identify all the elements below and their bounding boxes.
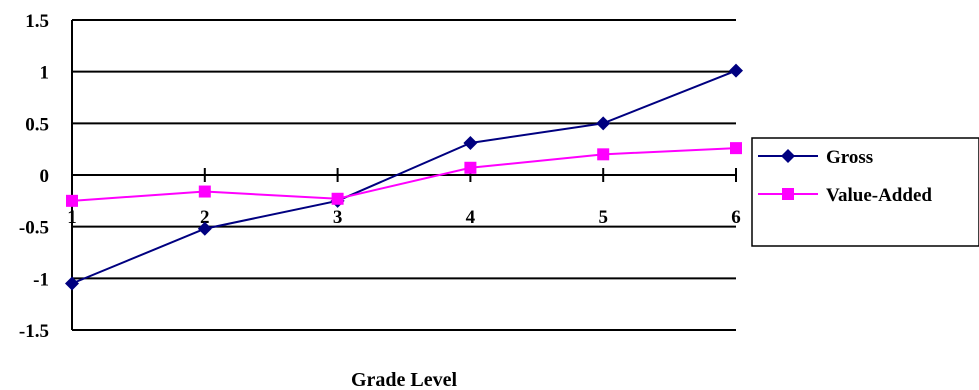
- x-tick-label: 5: [598, 207, 608, 228]
- data-point-diamond: [65, 276, 79, 291]
- legend-square-icon: [782, 188, 794, 200]
- x-tick-label: 4: [466, 207, 476, 228]
- series-lines: [65, 63, 743, 291]
- y-tick-label: 0.5: [25, 114, 49, 135]
- data-point-diamond: [596, 116, 611, 131]
- data-point-square: [464, 161, 477, 174]
- y-tick-label: -1: [33, 269, 49, 290]
- legend-label: Gross: [826, 147, 873, 168]
- data-point-square: [331, 192, 344, 205]
- legend-item: Gross: [758, 147, 873, 168]
- x-tick-label: 1: [67, 207, 77, 228]
- x-axis: [71, 168, 737, 182]
- data-point-diamond: [197, 221, 212, 236]
- y-tick-label: -1.5: [19, 321, 49, 342]
- legend-item: Value-Added: [758, 185, 932, 206]
- x-tick-label: 2: [200, 207, 210, 228]
- x-tick-labels: 1 2 3 4 5 6: [67, 207, 741, 228]
- y-tick-label: 0: [40, 166, 50, 187]
- data-point-square: [198, 185, 211, 198]
- y-tick-label: -0.5: [19, 218, 49, 239]
- series-line: [71, 69, 737, 285]
- x-tick-label: 3: [333, 207, 343, 228]
- data-point-square: [597, 148, 610, 161]
- x-axis-title: Grade Level: [351, 369, 458, 390]
- data-point-diamond: [463, 135, 478, 150]
- data-point-square: [66, 194, 78, 207]
- series-value-added: [66, 142, 742, 207]
- series-gross: [65, 63, 743, 291]
- x-tick-label: 6: [731, 207, 741, 228]
- data-point-diamond: [729, 63, 743, 78]
- y-tick-label: 1.5: [25, 11, 49, 32]
- legend: Gross Value-Added: [751, 137, 979, 247]
- legend-diamond-icon: [781, 149, 795, 163]
- series-line: [71, 147, 737, 202]
- y-tick-labels: 1.5 1 0.5 0 -0.5 -1 -1.5: [19, 11, 49, 342]
- data-point-square: [730, 142, 742, 155]
- y-tick-label: 1: [40, 63, 50, 84]
- legend-label: Value-Added: [826, 185, 932, 206]
